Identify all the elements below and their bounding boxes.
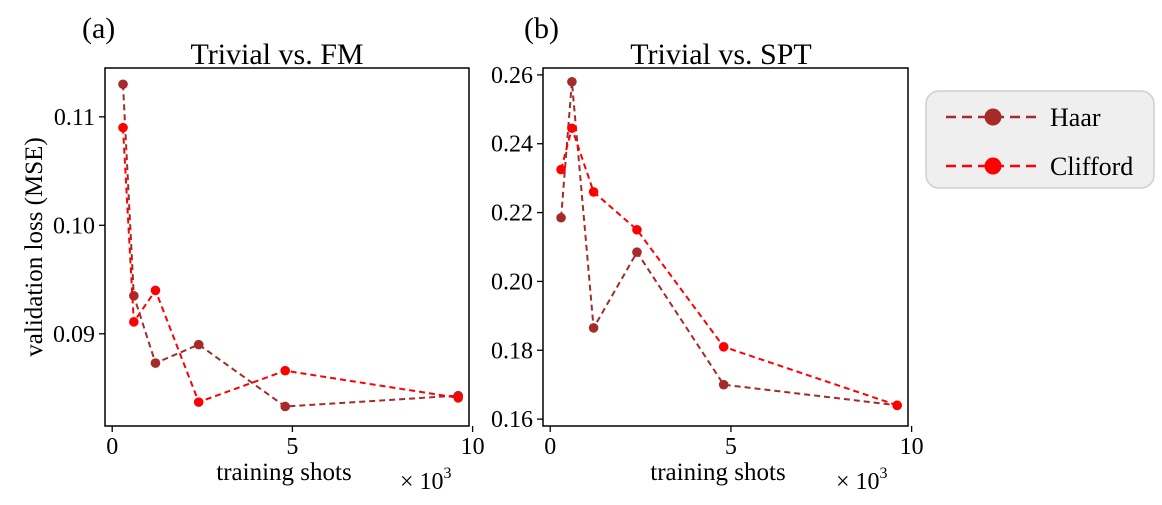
- legend-entry-haar: Haar: [946, 103, 1101, 132]
- legend: Haar Clifford: [925, 90, 1155, 189]
- data-point-haar: [632, 247, 642, 257]
- series-line-clifford: [122, 127, 459, 404]
- data-point-clifford: [129, 317, 139, 327]
- x-tick-label: 10: [461, 434, 485, 460]
- panel-a-x-ticks: 0 5 10: [106, 426, 485, 460]
- data-point-clifford: [567, 123, 577, 134]
- data-point-clifford: [280, 365, 290, 376]
- y-tick-label: 0.16: [491, 407, 533, 433]
- data-point-haar: [118, 79, 128, 90]
- data-point-haar: [129, 291, 139, 301]
- legend-box: [925, 90, 1155, 189]
- data-point-haar: [718, 379, 729, 390]
- panel-a-x-axis-label: training shots: [216, 459, 351, 486]
- legend-clifford-label: Clifford: [1050, 152, 1133, 181]
- panel-a-label: (a): [82, 12, 115, 45]
- data-point-clifford: [556, 164, 566, 175]
- data-point-clifford: [193, 397, 204, 407]
- y-tick-label: 0.18: [491, 338, 533, 364]
- data-point-clifford: [632, 224, 642, 235]
- legend-entry-clifford: Clifford: [946, 152, 1133, 181]
- panel-b-title: Trivial vs. SPT: [630, 38, 811, 71]
- panel-a-y-ticks: 0.09 0.10 0.11: [53, 105, 105, 348]
- panel-b-y-ticks: 0.16 0.18 0.20 0.22 0.24 0.26: [491, 63, 543, 433]
- y-tick-label: 0.09: [53, 322, 95, 348]
- x-tick-label: 0: [544, 434, 556, 460]
- legend-clifford-marker: [984, 157, 1002, 175]
- legend-haar-label: Haar: [1050, 103, 1101, 132]
- series-line-haar: [560, 81, 898, 407]
- data-point-haar: [280, 401, 290, 412]
- y-tick-label: 0.24: [491, 132, 533, 158]
- data-point-haar: [193, 339, 204, 350]
- panel-b-x-axis-label: training shots: [650, 459, 785, 486]
- data-point-clifford: [150, 285, 161, 296]
- data-point-clifford: [718, 342, 729, 352]
- y-tick-label: 0.20: [491, 269, 533, 295]
- panel-a-series: [118, 79, 463, 412]
- x-tick-label: 10: [900, 434, 924, 460]
- series-line-clifford: [560, 124, 898, 407]
- data-point-haar: [567, 76, 577, 87]
- panel-b-axes-frame: [542, 67, 909, 427]
- y-tick-label: 0.11: [54, 105, 95, 131]
- data-point-clifford: [453, 392, 463, 403]
- panel-b-x-multiplier: × 103: [836, 465, 888, 495]
- x-tick-label: 5: [286, 434, 298, 460]
- series-line-haar: [122, 84, 459, 408]
- data-point-haar: [588, 323, 599, 333]
- panel-a-axes-frame: [104, 67, 470, 427]
- panel-b-x-ticks: 0 5 10: [544, 426, 924, 460]
- legend-haar-marker: [984, 108, 1002, 126]
- panel-b: (b) Trivial vs. SPT 0 5 10 0.16 0.18 0.20 0.2…: [491, 12, 924, 495]
- y-tick-label: 0.22: [491, 201, 533, 227]
- y-tick-label: 0.10: [53, 213, 95, 239]
- panel-a-title: Trivial vs. FM: [190, 38, 363, 71]
- panel-a: (a) Trivial vs. FM 0 5 10 0.09 0.10 0.11 tra…: [21, 12, 485, 495]
- panel-b-label: (b): [524, 12, 559, 45]
- data-point-haar: [150, 358, 161, 368]
- panel-b-series: [556, 76, 902, 411]
- panel-a-x-multiplier: × 103: [400, 465, 452, 495]
- data-point-clifford: [588, 187, 599, 197]
- x-tick-label: 0: [106, 434, 118, 460]
- panel-a-y-axis-label: validation loss (MSE): [21, 137, 48, 356]
- data-point-clifford: [892, 400, 902, 411]
- data-point-haar: [556, 212, 566, 223]
- y-tick-label: 0.26: [491, 63, 533, 89]
- data-point-clifford: [118, 122, 128, 133]
- x-tick-label: 5: [725, 434, 737, 460]
